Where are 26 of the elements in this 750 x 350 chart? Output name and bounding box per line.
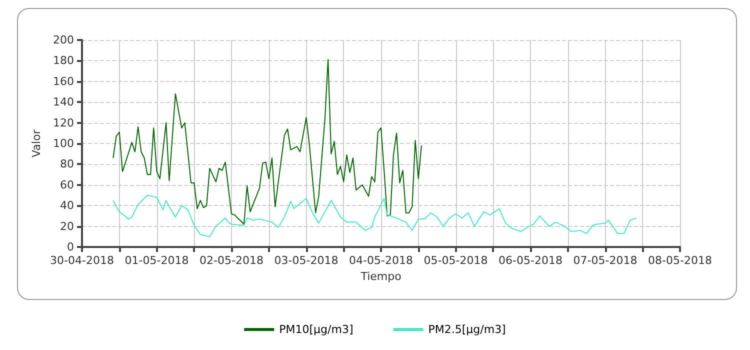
y-tick-label: 160	[53, 74, 74, 88]
y-tick-label: 60	[60, 178, 74, 192]
line-series	[112, 194, 637, 238]
x-tick-label: 06-05-2018	[498, 254, 562, 267]
y-tick-label: 20	[60, 220, 74, 233]
y-tick-label: 0	[67, 240, 74, 254]
x-tick-label: 02-05-2018	[200, 254, 264, 267]
y-tick-label: 40	[60, 199, 74, 212]
legend-label: PM10[µg/m3]	[279, 323, 354, 336]
y-tick-label: 200	[53, 34, 74, 46]
y-tick-label: 100	[53, 137, 74, 150]
x-tick-label: 07-05-2018	[573, 254, 638, 267]
x-tick-label: 04-05-2018	[349, 254, 413, 267]
line-series	[112, 59, 422, 225]
x-tick-label: 03-05-2018	[274, 254, 338, 267]
x-tick-label: 05-05-2018	[424, 254, 488, 267]
x-tick-label: 01-05-2018	[124, 254, 189, 267]
y-tick-label: 80	[60, 158, 74, 171]
x-tick-label: 08-05-2018	[648, 254, 712, 267]
x-tick-label: 30-04-2018	[50, 254, 114, 267]
x-axis-title: Tiempo	[360, 270, 402, 283]
y-tick-label: 120	[53, 116, 74, 130]
y-tick-label: 180	[53, 54, 74, 68]
legend-label: PM2.5[µg/m3]	[428, 323, 506, 336]
y-axis-title: Valor	[30, 129, 44, 158]
y-tick-label: 140	[53, 96, 74, 109]
